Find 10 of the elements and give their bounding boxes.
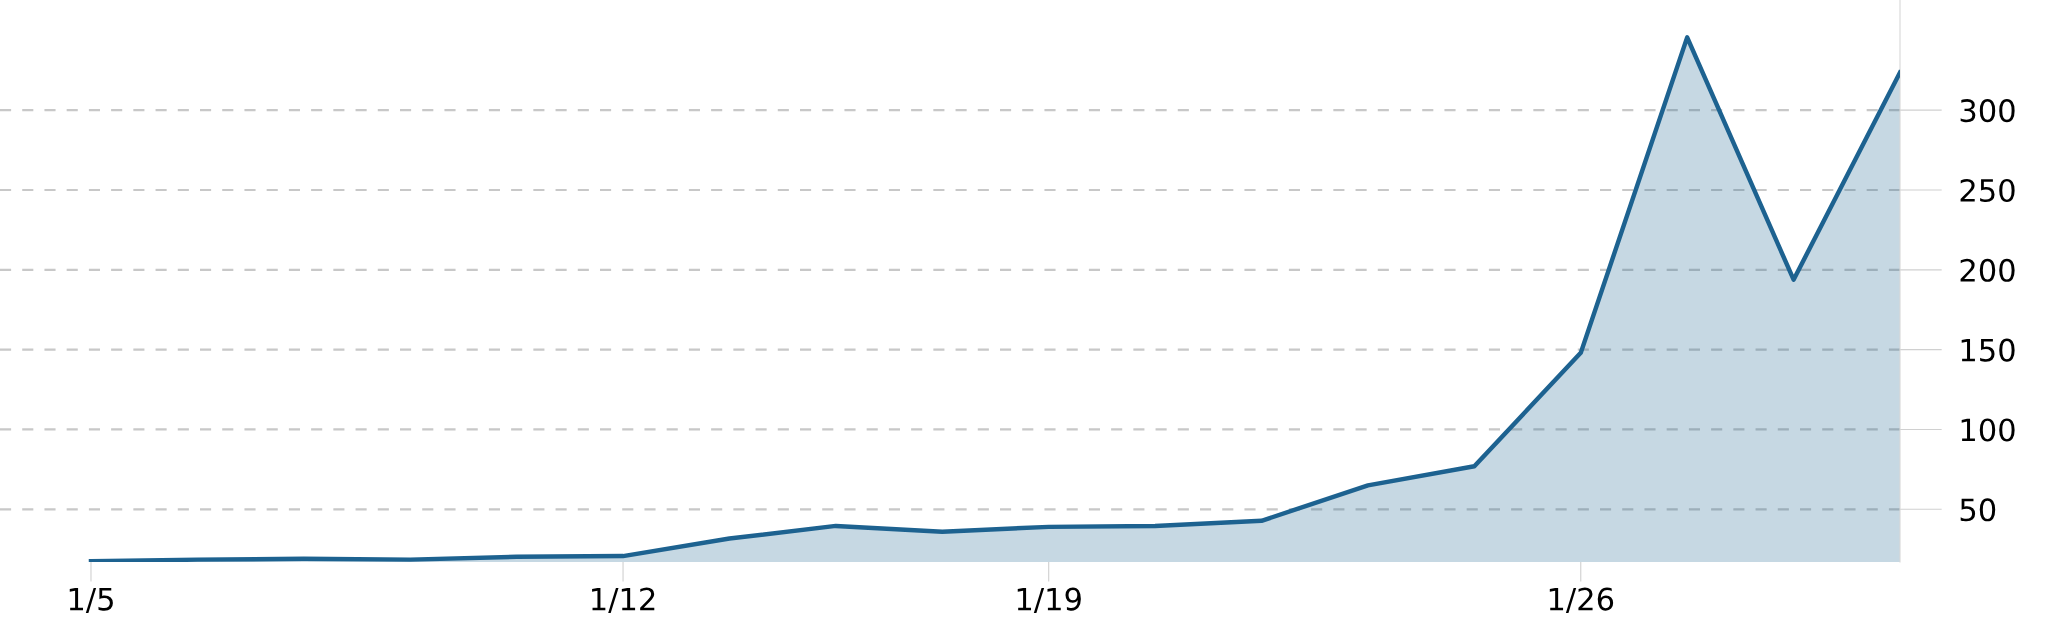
y-tick-label: 150 xyxy=(1961,338,2015,362)
y-tick-label: 100 xyxy=(1961,418,2015,442)
x-tick-label: 1/26 xyxy=(1549,587,1614,614)
y-tick-label: 50 xyxy=(1960,498,1996,522)
y-tick-label: 250 xyxy=(1960,178,2015,203)
y-tick-label: 300 xyxy=(1960,99,2015,123)
x-tick-label: 1/5 xyxy=(69,587,113,614)
x-tick-label: 1/12 xyxy=(592,587,655,614)
x-tick-label: 1/19 xyxy=(1017,587,1081,614)
y-tick-label: 200 xyxy=(1960,258,2015,282)
